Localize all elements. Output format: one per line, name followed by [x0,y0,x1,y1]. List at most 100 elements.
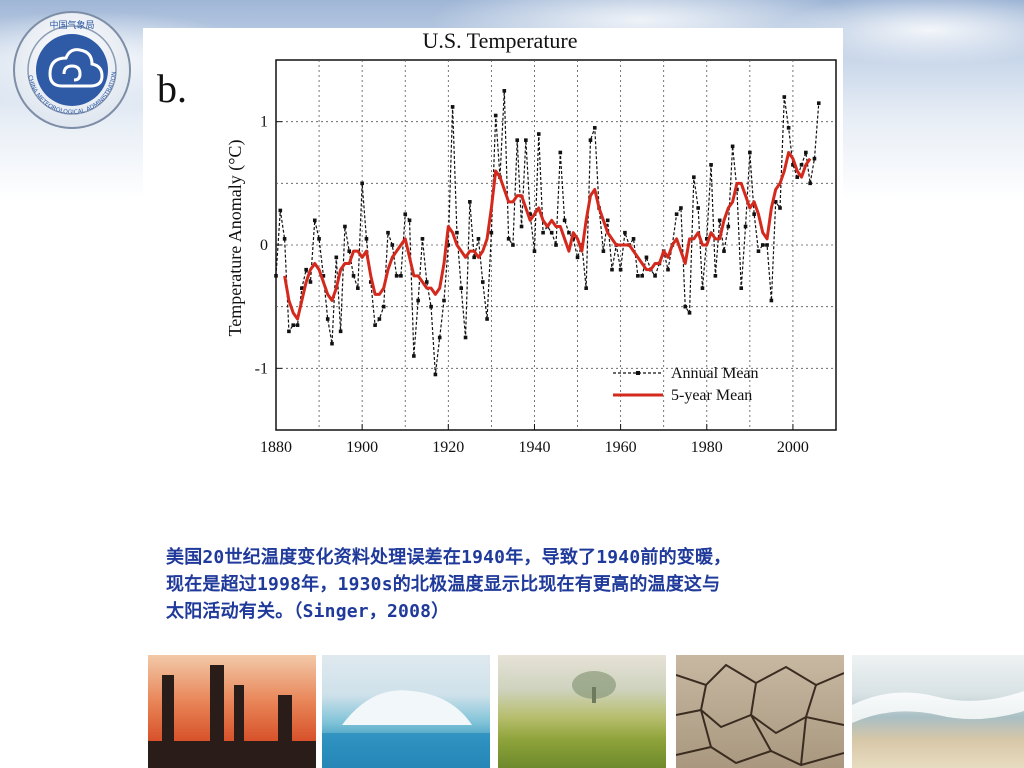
industrial-smokestacks-image [148,655,316,768]
annual-mean-point [390,243,395,247]
annual-mean-point [308,280,313,284]
annual-mean-point [420,237,425,241]
annual-mean-point [696,206,700,210]
annual-mean-point [325,317,330,321]
annual-mean-point [330,341,334,346]
annual-mean-point [300,286,304,290]
y-tick-label: 0 [260,237,268,254]
annual-mean-point [476,237,481,241]
annual-mean-point [381,304,386,309]
annual-mean-point [459,286,464,290]
annual-mean-point [743,224,748,229]
annual-mean-point [536,132,541,136]
annual-mean-point [295,323,300,327]
annual-mean-point [480,280,485,284]
annual-mean-point [412,354,416,358]
field-tree-shape [572,671,616,703]
annual-mean-point [485,317,489,321]
y-tick-label: -1 [255,360,268,377]
annual-mean-point [756,249,761,253]
annual-mean-point [291,323,296,327]
annual-mean-point [679,206,683,210]
caption-line-2: 现在是超过1998年，1930s的北极温度显示比现在有更高的温度这与 [166,574,721,595]
annual-mean-point [334,255,339,260]
annual-mean-point [610,267,614,272]
chart-legend: Annual Mean 5-year Mean [613,365,759,404]
annual-mean-point [287,329,291,334]
annual-mean-point [338,329,343,334]
shoreline-waves-image [852,655,1024,768]
panel-label: b. [157,66,187,111]
annual-mean-point [636,274,640,278]
us-temperature-chart: U.S. Temperature b. 1880 1900 1920 1940 1960… [157,28,837,456]
smokestacks-silhouette [148,665,316,768]
y-tick-label: 1 [260,114,268,131]
annual-mean-point [446,243,451,247]
cracked-dry-earth-image [676,655,844,768]
annual-mean-point [739,286,744,290]
waves-shape [852,691,1024,723]
melting-iceberg-image [322,655,490,768]
annual-mean-point [730,144,735,149]
annual-mean-point [709,163,713,167]
annual-mean-point [640,274,644,278]
annual-mean-point [549,230,554,235]
annual-mean-point [644,255,649,260]
annual-mean-point [584,286,588,290]
annual-mean-point [463,335,468,340]
legend-label-five-year: 5-year Mean [671,387,752,404]
annual-mean-point [364,237,369,241]
annual-mean-point [386,230,390,235]
annual-mean-point [769,298,774,303]
annual-mean-point [433,372,438,377]
annual-mean-point [351,274,356,278]
annual-mean-point [562,218,567,223]
annual-mean-point [567,230,571,235]
cracks-pattern [676,663,844,767]
annual-mean-point [519,224,524,229]
legend-marker-annual [636,371,640,375]
annual-mean-point [722,249,726,253]
annual-mean-point [717,218,722,223]
iceberg-shape [322,690,490,768]
annual-mean-point [403,212,408,216]
chart-title: U.S. Temperature [422,28,577,53]
annual-mean-point [692,175,696,179]
annual-mean-point [502,89,507,93]
annual-mean-point [795,175,800,179]
annual-mean-point [528,212,532,216]
annual-mean-point [343,224,347,229]
annual-mean-point [812,156,817,161]
annual-mean-point [472,255,476,260]
annual-mean-point [515,138,520,142]
annual-mean-point [786,126,791,130]
annual-mean-point [304,267,308,272]
annual-mean-point [429,304,433,309]
annual-mean-point [278,208,283,213]
annual-mean-point [437,335,442,340]
x-tick-label: 1900 [346,439,378,456]
annual-mean-point [511,243,515,247]
five-year-mean-line [283,151,812,321]
annual-mean-point [416,298,420,303]
annual-mean-point [773,200,778,204]
x-tick-label: 1880 [260,439,292,456]
annual-mean-point [373,323,377,327]
annual-mean-point [356,286,360,290]
annual-mean-point [683,304,688,309]
annual-mean-point [748,150,752,155]
caption-line-3: 太阳活动有关。（Singer，2008） [166,601,450,622]
annual-mean-point [588,138,593,142]
annual-mean-point [631,237,636,241]
annual-mean-point [424,280,429,284]
annual-mean-point [765,243,769,247]
caption-line-1: 美国20世纪温度变化资料处理误差在1940年，导致了1940前的变暖， [166,547,732,568]
x-tick-label: 1960 [605,439,637,456]
logo-top-text: 中国气象局 [49,19,94,31]
annual-mean-point [489,230,494,235]
annual-mean-point [407,218,412,223]
annual-mean-point [493,113,498,118]
annual-mean-point [450,105,455,109]
annual-mean-point [605,218,610,223]
annual-mean-point [713,274,718,278]
